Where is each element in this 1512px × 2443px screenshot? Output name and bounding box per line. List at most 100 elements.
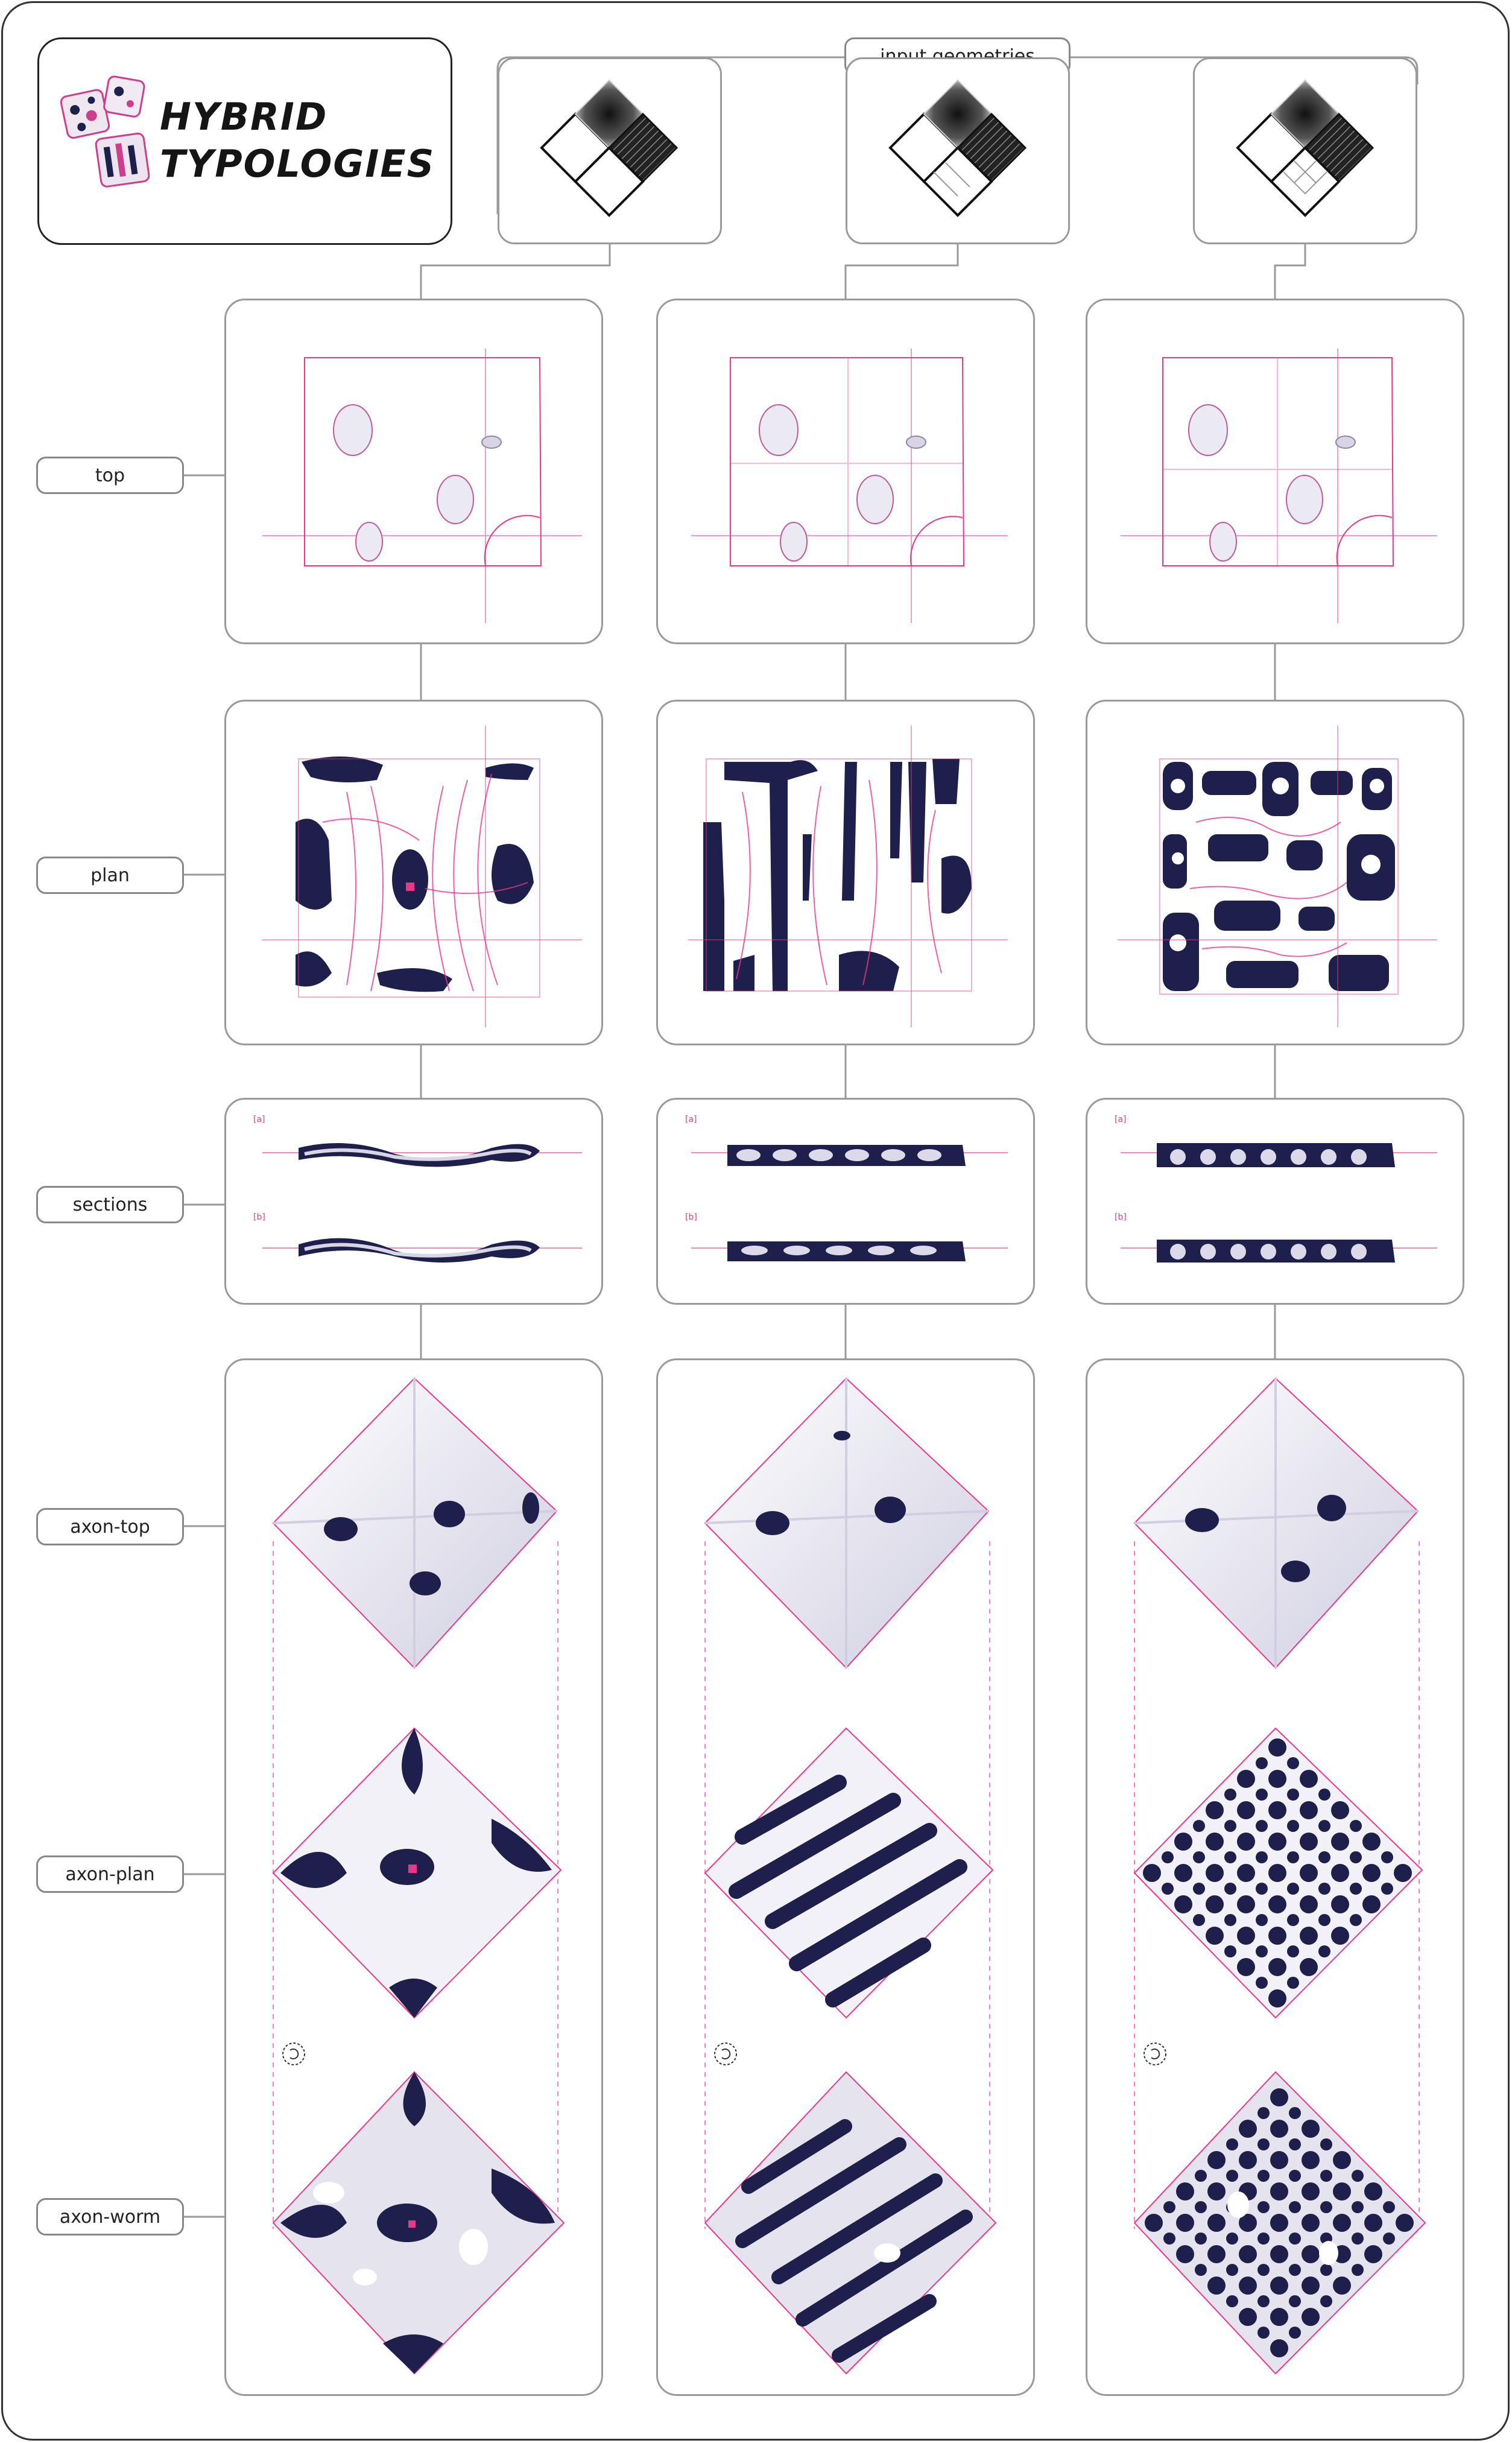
surface-dot — [1224, 1851, 1236, 1863]
surface-dot — [1287, 1851, 1299, 1863]
surface-dot — [1289, 2138, 1301, 2150]
title-line-2: TYPOLOGIES — [160, 142, 435, 186]
surface-dot — [1352, 2201, 1364, 2213]
section-marker-a-col2: [a] — [685, 1115, 697, 1124]
surface-dot — [1270, 2277, 1288, 2295]
surface-dot — [1396, 2214, 1414, 2232]
surface-dot — [1270, 2120, 1288, 2138]
plan-view-col-2 — [656, 700, 1035, 1045]
surface-dot — [1257, 2264, 1270, 2276]
surface-dot — [1256, 1789, 1268, 1801]
surface-dot — [1224, 1789, 1236, 1801]
surface-dot — [1287, 1789, 1299, 1801]
surface-dot — [1206, 1833, 1224, 1851]
surface-dot — [1302, 2182, 1320, 2201]
surface-dot — [1207, 2245, 1226, 2263]
surface-dot — [1176, 2245, 1194, 2263]
surface-dot — [1256, 1977, 1268, 1989]
surface-dot — [1239, 2277, 1257, 2295]
surface-dot — [1239, 2214, 1257, 2232]
row-label-axon-plan: axon-plan — [36, 1855, 184, 1893]
surface-dot — [1174, 1864, 1192, 1882]
surface-dot — [1302, 2245, 1320, 2263]
row-label-top: top — [36, 457, 184, 494]
surface-dot — [1318, 1883, 1330, 1895]
surface-dot — [1289, 2327, 1301, 2339]
surface-dot — [1224, 1914, 1236, 1926]
title-box: HYBRID TYPOLOGIES — [37, 37, 452, 245]
surface-dot — [1193, 1914, 1205, 1926]
surface-dot — [1320, 2138, 1332, 2150]
surface-dot — [1289, 2232, 1301, 2245]
surface-dot — [1302, 2277, 1320, 2295]
surface-dot — [1195, 2264, 1207, 2276]
surface-dot — [1300, 1801, 1318, 1819]
surface-dot — [1237, 1833, 1255, 1851]
rotate-view-icon — [282, 2042, 305, 2065]
section-marker-a-col3: [a] — [1115, 1115, 1127, 1124]
surface-dot — [1226, 2232, 1238, 2245]
surface-dot — [1195, 2201, 1207, 2213]
surface-dot — [1320, 2201, 1332, 2213]
surface-dot — [1331, 1895, 1349, 1913]
surface-dot — [1206, 1895, 1224, 1913]
surface-dot — [1362, 1895, 1381, 1913]
surface-dot — [1383, 2201, 1395, 2213]
surface-dot — [1257, 2295, 1270, 2307]
surface-dot — [1302, 2120, 1320, 2138]
surface-dot — [1224, 1945, 1236, 1957]
plan-view-col-3 — [1086, 700, 1464, 1045]
surface-dot — [1195, 2170, 1207, 2182]
surface-dot — [1318, 1851, 1330, 1863]
surface-dot — [1289, 2295, 1301, 2307]
section-marker-b-col2: [b] — [685, 1212, 697, 1222]
surface-dot — [1270, 2182, 1288, 2201]
surface-dot — [1256, 1914, 1268, 1926]
surface-dot — [1268, 1801, 1286, 1819]
surface-dot — [1300, 1833, 1318, 1851]
surface-dot — [1239, 2120, 1257, 2138]
surface-dot — [1320, 2295, 1332, 2307]
rotate-view-icon — [1143, 2042, 1166, 2065]
surface-dot — [1364, 2182, 1382, 2201]
surface-dot — [1143, 1864, 1161, 1882]
surface-dot — [1256, 1945, 1268, 1957]
surface-dot — [1331, 1801, 1349, 1819]
surface-dot — [1287, 1757, 1299, 1769]
surface-dot — [1352, 2170, 1364, 2182]
surface-dot — [1350, 1914, 1362, 1926]
surface-dot — [1350, 1820, 1362, 1832]
surface-dot — [1320, 2170, 1332, 2182]
surface-dot — [1226, 2295, 1238, 2307]
surface-dot — [1162, 1883, 1174, 1895]
surface-dot — [1268, 1895, 1286, 1913]
surface-dot — [1289, 2201, 1301, 2213]
surface-dot — [1318, 1820, 1330, 1832]
top-view-col-1 — [224, 299, 603, 644]
surface-dot — [1268, 1770, 1286, 1788]
surface-dot — [1145, 2214, 1163, 2232]
surface-dot — [1268, 1864, 1286, 1882]
surface-dot — [1287, 1820, 1299, 1832]
surface-dot — [1300, 1927, 1318, 1945]
surface-dot — [1237, 1927, 1255, 1945]
surface-dot — [1207, 2214, 1226, 2232]
surface-dot — [1256, 1883, 1268, 1895]
surface-dot — [1174, 1833, 1192, 1851]
section-marker-b-col3: [b] — [1115, 1212, 1127, 1222]
surface-dot — [1331, 1833, 1349, 1851]
surface-dot — [1318, 1945, 1330, 1957]
surface-dot — [1350, 1851, 1362, 1863]
surface-dot — [1176, 2214, 1194, 2232]
surface-dot — [1362, 1833, 1381, 1851]
surface-dot — [1270, 2308, 1288, 2326]
sections-col-1 — [224, 1098, 603, 1305]
surface-dot — [1300, 1958, 1318, 1976]
section-marker-b-col1: [b] — [253, 1212, 265, 1222]
surface-dot — [1362, 1864, 1381, 1882]
surface-dot — [1302, 2308, 1320, 2326]
surface-dot — [1174, 1895, 1192, 1913]
surface-dot — [1226, 2170, 1238, 2182]
row-label-plan: plan — [36, 857, 184, 894]
